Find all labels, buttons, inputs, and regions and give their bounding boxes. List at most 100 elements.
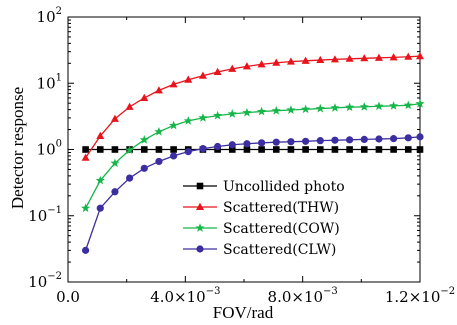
data-point	[198, 71, 207, 79]
data-point	[272, 58, 281, 66]
x-axis-ticks: 0.0 4.0×10−3 8.0×10−3 1.2×10−2	[56, 17, 455, 306]
data-point	[154, 86, 163, 94]
data-point	[228, 146, 236, 153]
data-point	[243, 146, 251, 153]
data-point	[242, 107, 252, 117]
data-point	[346, 146, 353, 153]
legend-label: Scattered(CLW)	[223, 242, 336, 258]
data-point	[404, 52, 413, 60]
data-point	[155, 157, 163, 166]
data-point	[198, 113, 208, 122]
data-point	[139, 135, 149, 144]
data-point	[95, 175, 105, 185]
data-point	[416, 146, 424, 153]
data-point	[258, 146, 265, 153]
data-point	[403, 100, 413, 110]
data-point	[331, 136, 339, 144]
data-point	[169, 80, 178, 88]
legend-marker	[195, 223, 205, 232]
series-2	[81, 52, 424, 161]
data-point	[140, 93, 149, 101]
y-tick-label: 10−1	[28, 205, 62, 225]
data-point	[110, 158, 120, 168]
data-point	[272, 138, 280, 146]
y-axis-ticks: 10−2 10−1 100 101 102	[28, 6, 420, 291]
data-point	[286, 105, 296, 114]
x-tick-label: 0.0	[56, 288, 80, 306]
data-point	[360, 54, 369, 62]
legend-entry: Uncollided photo	[183, 179, 345, 195]
data-point	[359, 102, 369, 111]
data-point	[214, 142, 222, 151]
data-point	[272, 146, 280, 153]
legend: Uncollided photo Scattered(THW) Scattered(…	[183, 179, 345, 258]
data-point	[404, 146, 412, 153]
legend-marker	[196, 245, 204, 253]
data-point	[390, 146, 397, 153]
data-point	[125, 102, 134, 110]
data-point	[111, 146, 119, 153]
data-point	[257, 60, 266, 68]
data-point	[228, 64, 237, 72]
data-point	[213, 67, 222, 75]
data-point	[331, 146, 339, 153]
data-point	[302, 146, 309, 153]
series-layer	[81, 52, 425, 254]
data-point	[330, 55, 339, 63]
y-tick-label: 10−2	[28, 271, 62, 291]
data-point	[360, 135, 368, 144]
legend-marker	[196, 182, 204, 190]
data-point	[416, 52, 424, 60]
y-tick-label: 102	[37, 6, 62, 26]
data-point	[330, 103, 340, 112]
y-tick-label: 101	[37, 72, 62, 92]
data-point	[213, 110, 223, 120]
data-point	[389, 101, 399, 110]
legend-entry: Scattered(CLW)	[183, 242, 336, 258]
data-point	[227, 109, 237, 118]
data-point	[183, 116, 193, 125]
data-point	[257, 106, 267, 116]
data-point	[375, 146, 383, 153]
data-point	[228, 141, 236, 149]
data-point	[346, 136, 354, 144]
data-point	[301, 56, 310, 64]
data-point	[140, 164, 148, 172]
legend-entry: Scattered(COW)	[183, 221, 340, 237]
data-point	[155, 146, 163, 153]
data-point	[345, 54, 354, 62]
data-point	[126, 174, 134, 182]
data-point	[271, 105, 281, 115]
data-point	[302, 137, 310, 145]
x-tick-label: 8.0×10−3	[268, 286, 338, 306]
data-point	[184, 75, 193, 83]
data-point	[110, 114, 119, 122]
data-point	[111, 188, 119, 196]
data-point	[140, 146, 148, 153]
data-point	[96, 146, 104, 153]
x-tick-label: 4.0×10−3	[150, 286, 220, 306]
data-point	[243, 140, 251, 148]
data-point	[389, 53, 398, 61]
data-point	[184, 147, 192, 156]
data-point	[374, 101, 384, 111]
data-point	[360, 146, 368, 153]
series-4	[82, 133, 424, 254]
data-point	[390, 135, 398, 143]
data-point	[258, 139, 266, 147]
data-point	[301, 104, 311, 114]
data-point	[287, 146, 295, 153]
data-point	[316, 55, 325, 64]
data-point	[415, 98, 425, 108]
data-point	[316, 146, 324, 153]
data-point	[170, 152, 178, 160]
y-tick-label: 100	[37, 139, 62, 159]
legend-label: Scattered(THW)	[223, 200, 339, 216]
data-point	[199, 145, 207, 153]
data-point	[404, 134, 412, 142]
y-axis-title: Detector response	[8, 87, 27, 209]
data-point	[416, 133, 424, 141]
legend-label: Uncollided photo	[223, 179, 345, 195]
data-point	[81, 203, 91, 213]
